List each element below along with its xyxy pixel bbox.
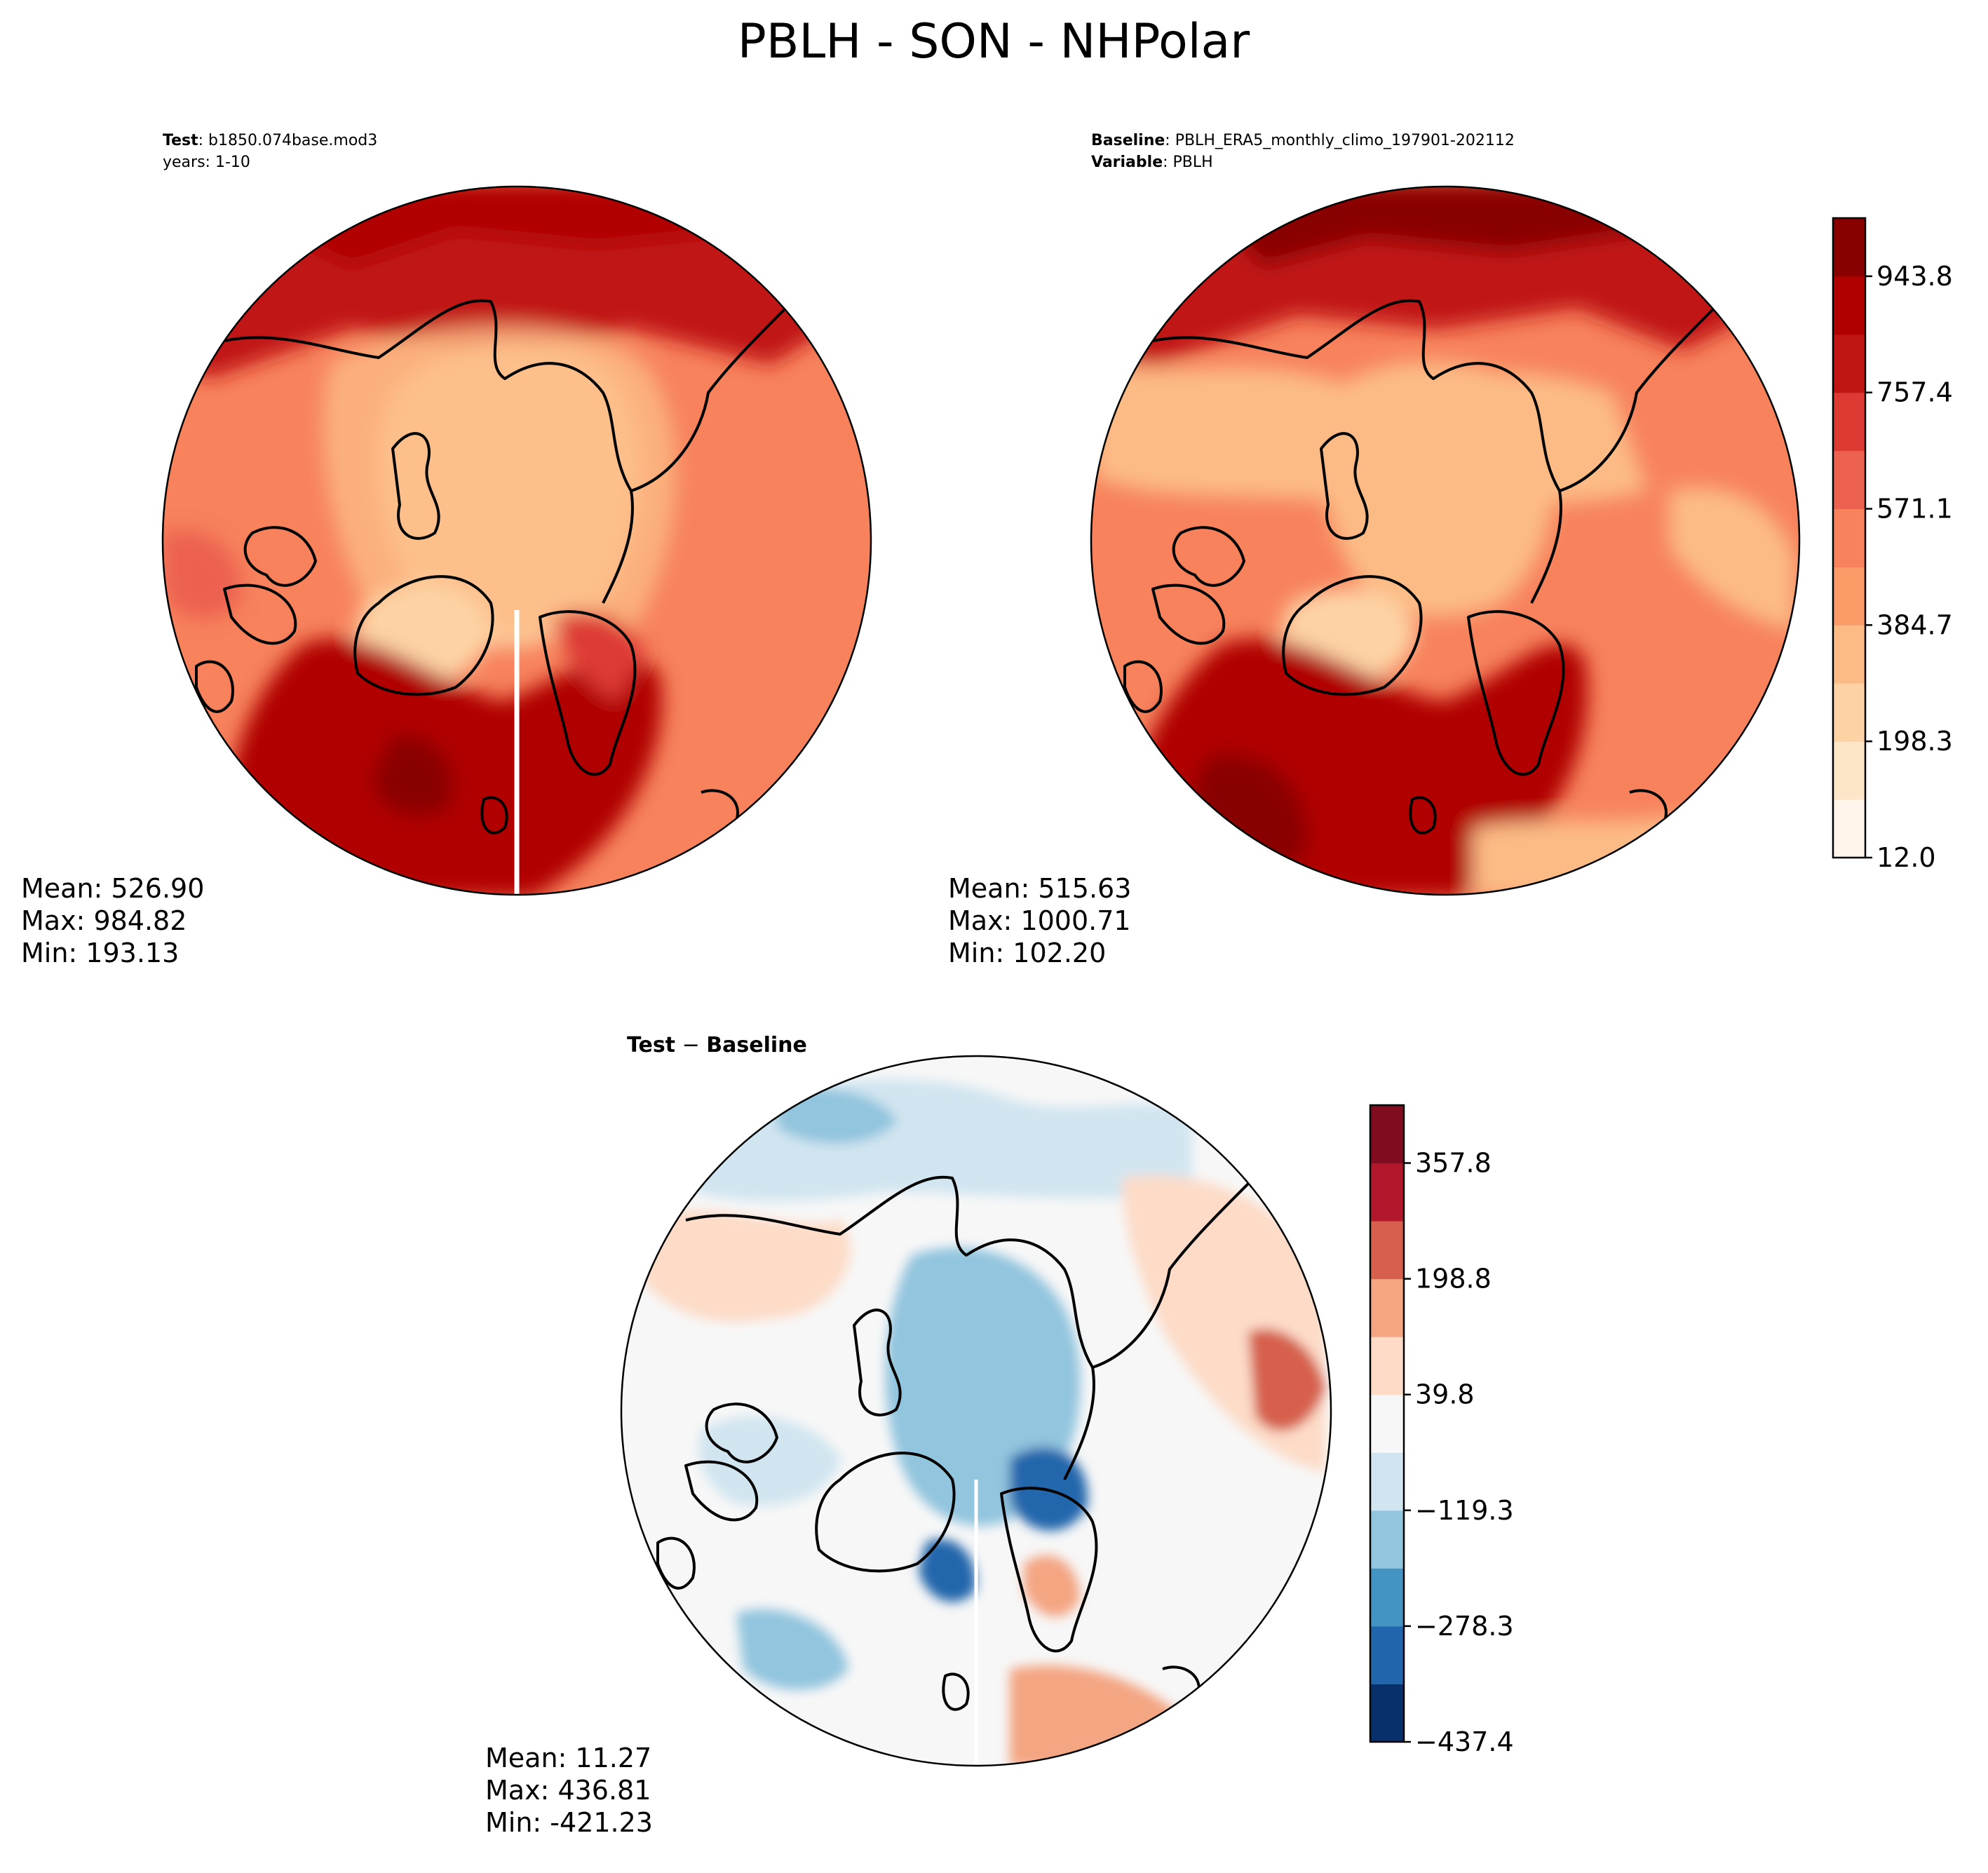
test-panel: Test: b1850.074base.mod3 years: 1-10 bbox=[21, 132, 872, 968]
colorbar-pblh-tick-label: 12.0 bbox=[1877, 842, 1936, 873]
baseline-coastlines bbox=[1123, 279, 1785, 834]
colorbar-pblh-swatch bbox=[1833, 508, 1865, 567]
colorbar-diff-tick-label: −437.4 bbox=[1415, 1726, 1514, 1757]
colorbar-diff-frame bbox=[1369, 1104, 1405, 1743]
test-coastlines bbox=[195, 279, 856, 834]
baseline-field-south-light bbox=[1473, 813, 1683, 895]
colorbar-diff: −437.4 −278.3 −119.3 39.8 198.8 357.8 bbox=[1369, 1104, 1514, 1757]
colorbar-diff-tick-label: 39.8 bbox=[1415, 1379, 1475, 1410]
colorbar-diff-swatch bbox=[1370, 1163, 1404, 1222]
baseline-panel: Baseline: PBLH_ERA5_monthly_climo_197901… bbox=[948, 132, 1953, 968]
diff-stat-mean: Mean: 11.27 bbox=[485, 1743, 651, 1773]
baseline-label-bold: Baseline bbox=[1091, 132, 1165, 149]
baseline-field-east-light bbox=[1669, 487, 1795, 631]
diff-field-southwest-blue bbox=[736, 1609, 848, 1690]
colorbar-diff-tick-label: 198.8 bbox=[1415, 1264, 1492, 1294]
colorbar-pblh-swatches bbox=[1833, 218, 1865, 858]
diff-map bbox=[621, 1056, 1331, 1766]
colorbar-diff-swatch bbox=[1370, 1452, 1404, 1511]
colorbar-pblh-tick-label: 384.7 bbox=[1877, 609, 1953, 640]
baseline-map-border bbox=[1090, 185, 1801, 896]
test-stat-max: Max: 984.82 bbox=[21, 905, 187, 936]
diff-panel: Test − Baseline bbox=[485, 1033, 1514, 1838]
colorbar-diff-tick-label: 357.8 bbox=[1415, 1148, 1492, 1179]
colorbar-diff-swatch bbox=[1370, 1337, 1404, 1395]
test-field-atlantic-core bbox=[372, 735, 453, 817]
baseline-stat-min: Min: 102.20 bbox=[948, 938, 1106, 968]
diff-field-eurasia-red bbox=[631, 1210, 851, 1323]
colorbar-pblh-swatch bbox=[1833, 334, 1865, 393]
test-stat-mean: Mean: 526.90 bbox=[21, 873, 204, 904]
colorbar-pblh-swatch bbox=[1833, 567, 1865, 626]
colorbar-pblh-swatch bbox=[1833, 625, 1865, 684]
test-map bbox=[163, 187, 871, 895]
colorbar-pblh-swatch bbox=[1833, 741, 1865, 800]
colorbar-pblh-swatch bbox=[1833, 276, 1865, 335]
colorbar-diff-swatch bbox=[1370, 1568, 1404, 1627]
diff-label: Test − Baseline bbox=[627, 1033, 807, 1057]
colorbar-pblh-tick-label: 198.3 bbox=[1877, 726, 1953, 757]
test-label: Test: b1850.074base.mod3 bbox=[163, 132, 377, 149]
colorbar-pblh-tick-label: 943.8 bbox=[1877, 261, 1953, 292]
colorbar-pblh-frame bbox=[1832, 217, 1867, 859]
test-field-arctic-mid bbox=[323, 325, 677, 645]
colorbar-diff-swatch bbox=[1370, 1394, 1404, 1453]
diff-label-test: Test bbox=[627, 1033, 675, 1057]
colorbar-pblh-swatch bbox=[1833, 683, 1865, 742]
colorbar-diff-tick-label: −278.3 bbox=[1415, 1611, 1514, 1642]
colorbar-diff-swatch bbox=[1370, 1105, 1404, 1164]
colorbar-diff-swatch bbox=[1370, 1278, 1404, 1337]
colorbar-diff-swatch bbox=[1370, 1221, 1404, 1280]
colorbar-pblh-swatch bbox=[1833, 450, 1865, 510]
diff-field-scandi-red bbox=[1024, 1555, 1080, 1617]
colorbar-pblh-tick-label: 571.1 bbox=[1877, 494, 1953, 525]
diff-field-atlantic-core bbox=[919, 1539, 976, 1602]
colorbar-diff-swatch bbox=[1370, 1625, 1404, 1684]
colorbar-pblh: 12.0 198.3 384.7 571.1 757.4 943.8 bbox=[1832, 217, 1953, 873]
diff-label-minus: − bbox=[675, 1033, 706, 1057]
test-stat-min: Min: 193.13 bbox=[21, 938, 179, 968]
colorbar-pblh-swatch bbox=[1833, 218, 1865, 277]
baseline-stat-mean: Mean: 515.63 bbox=[948, 873, 1131, 904]
baseline-variable-value: : PBLH bbox=[1163, 154, 1213, 171]
colorbar-pblh-tick-label: 757.4 bbox=[1877, 377, 1953, 408]
baseline-field-arctic bbox=[1320, 361, 1553, 617]
baseline-variable-bold: Variable bbox=[1091, 154, 1163, 171]
colorbar-pblh-swatch bbox=[1833, 799, 1865, 858]
test-field-west bbox=[163, 530, 241, 618]
baseline-map bbox=[1091, 187, 1799, 895]
colorbar-diff-tick-label: −119.3 bbox=[1415, 1495, 1514, 1526]
test-years: years: 1-10 bbox=[163, 154, 250, 171]
colorbar-diff-swatch bbox=[1370, 1510, 1404, 1569]
test-label-bold: Test bbox=[163, 132, 198, 149]
figure-title: PBLH - SON - NHPolar bbox=[738, 14, 1250, 69]
diff-field-canada-blue bbox=[698, 1416, 841, 1506]
diff-field-east-red-strong bbox=[1248, 1328, 1325, 1431]
test-label-value: : b1850.074base.mod3 bbox=[198, 132, 378, 149]
baseline-label: Baseline: PBLH_ERA5_monthly_climo_197901… bbox=[1091, 132, 1515, 149]
colorbar-diff-swatches bbox=[1370, 1105, 1404, 1743]
test-map-border bbox=[161, 185, 872, 896]
diff-label-baseline: Baseline bbox=[706, 1033, 807, 1057]
diff-stat-max: Max: 436.81 bbox=[485, 1775, 651, 1806]
colorbar-diff-ticks: −437.4 −278.3 −119.3 39.8 198.8 357.8 bbox=[1404, 1148, 1514, 1757]
baseline-label-value: : PBLH_ERA5_monthly_climo_197901-202112 bbox=[1165, 132, 1515, 149]
colorbar-diff-swatch bbox=[1370, 1684, 1404, 1743]
diff-map-border bbox=[620, 1055, 1332, 1767]
colorbar-pblh-ticks: 12.0 198.3 384.7 571.1 757.4 943.8 bbox=[1865, 261, 1953, 873]
baseline-variable: Variable: PBLH bbox=[1091, 154, 1213, 171]
diff-stat-min: Min: -421.23 bbox=[485, 1807, 653, 1838]
colorbar-pblh-swatch bbox=[1833, 392, 1865, 452]
baseline-stat-max: Max: 1000.71 bbox=[948, 905, 1131, 936]
diff-field-north-blue2 bbox=[771, 1088, 898, 1144]
